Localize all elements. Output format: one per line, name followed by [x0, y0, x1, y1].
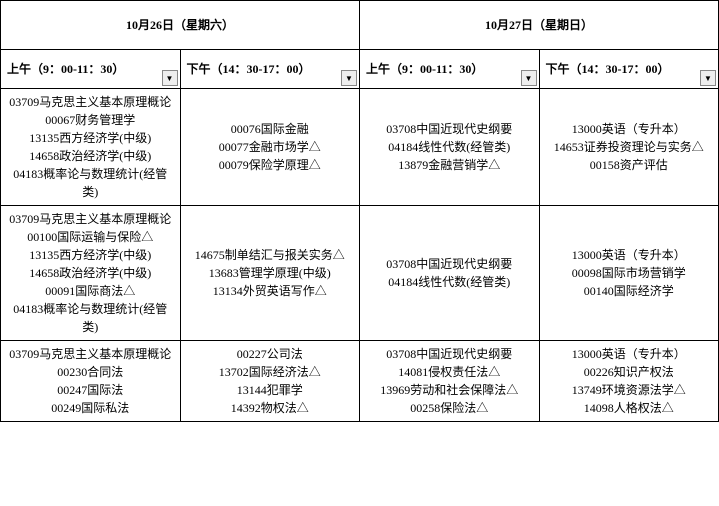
course-line: 00227公司法	[183, 345, 358, 363]
table-row: 03709马克思主义基本原理概论00230合同法00247国际法00249国际私…	[1, 341, 719, 422]
schedule-cell: 13000英语（专升本）00226知识产权法13749环境资源法学△14098人…	[539, 341, 719, 422]
schedule-cell: 03709马克思主义基本原理概论00067财务管理学13135西方经济学(中级)…	[1, 89, 181, 206]
session-sat-am: 上午（9：00-11：30） ▼	[1, 50, 181, 89]
course-line: 00079保险学原理△	[183, 156, 358, 174]
session-sun-am: 上午（9：00-11：30） ▼	[360, 50, 540, 89]
course-line: 00230合同法	[3, 363, 178, 381]
course-line: 04183概率论与数理统计(经管	[3, 300, 178, 318]
day-label: 10月26日（星期六）	[126, 18, 234, 32]
course-line: 13135西方经济学(中级)	[3, 129, 178, 147]
day-label: 10月27日（星期日）	[485, 18, 593, 32]
session-sat-pm: 下午（14：30-17：00） ▼	[180, 50, 360, 89]
course-line: 13683管理学原理(中级)	[183, 264, 358, 282]
course-line: 13000英语（专升本）	[542, 120, 717, 138]
course-line: 13879金融营销学△	[362, 156, 537, 174]
course-line: 00098国际市场营销学	[542, 264, 717, 282]
dropdown-icon[interactable]: ▼	[521, 70, 537, 86]
course-line: 00158资产评估	[542, 156, 717, 174]
course-line: 13000英语（专升本）	[542, 246, 717, 264]
day-header-row: 10月26日（星期六） 10月27日（星期日）	[1, 1, 719, 50]
schedule-cell: 13000英语（专升本）14653证券投资理论与实务△00158资产评估	[539, 89, 719, 206]
dropdown-icon[interactable]: ▼	[341, 70, 357, 86]
table-row: 03709马克思主义基本原理概论00100国际运输与保险△13135西方经济学(…	[1, 206, 719, 341]
session-label: 下午（14：30-17：00）	[546, 62, 670, 76]
course-line: 03708中国近现代史纲要	[362, 255, 537, 273]
course-line: 03709马克思主义基本原理概论	[3, 93, 178, 111]
course-line: 13144犯罪学	[183, 381, 358, 399]
course-line: 类)	[3, 183, 178, 201]
course-line: 13749环境资源法学△	[542, 381, 717, 399]
course-line: 13702国际经济法△	[183, 363, 358, 381]
course-line: 00091国际商法△	[3, 282, 178, 300]
course-line: 13134外贸英语写作△	[183, 282, 358, 300]
course-line: 04183概率论与数理统计(经管	[3, 165, 178, 183]
course-line: 00100国际运输与保险△	[3, 228, 178, 246]
session-sun-pm: 下午（14：30-17：00） ▼	[539, 50, 719, 89]
course-line: 03708中国近现代史纲要	[362, 120, 537, 138]
course-line: 13969劳动和社会保障法△	[362, 381, 537, 399]
course-line: 14658政治经济学(中级)	[3, 147, 178, 165]
course-line: 00067财务管理学	[3, 111, 178, 129]
schedule-cell: 00227公司法13702国际经济法△13144犯罪学14392物权法△	[180, 341, 360, 422]
course-line: 00247国际法	[3, 381, 178, 399]
schedule-table: 10月26日（星期六） 10月27日（星期日） 上午（9：00-11：30） ▼…	[0, 0, 719, 422]
course-line: 00076国际金融	[183, 120, 358, 138]
course-line: 04184线性代数(经管类)	[362, 138, 537, 156]
course-line: 13135西方经济学(中级)	[3, 246, 178, 264]
table-row: 03709马克思主义基本原理概论00067财务管理学13135西方经济学(中级)…	[1, 89, 719, 206]
schedule-cell: 14675制单结汇与报关实务△13683管理学原理(中级)13134外贸英语写作…	[180, 206, 360, 341]
schedule-cell: 03709马克思主义基本原理概论00100国际运输与保险△13135西方经济学(…	[1, 206, 181, 341]
schedule-cell: 13000英语（专升本）00098国际市场营销学00140国际经济学	[539, 206, 719, 341]
schedule-cell: 03708中国近现代史纲要14081侵权责任法△13969劳动和社会保障法△00…	[360, 341, 540, 422]
session-header-row: 上午（9：00-11：30） ▼ 下午（14：30-17：00） ▼ 上午（9：…	[1, 50, 719, 89]
schedule-cell: 03709马克思主义基本原理概论00230合同法00247国际法00249国际私…	[1, 341, 181, 422]
course-line: 13000英语（专升本）	[542, 345, 717, 363]
course-line: 03709马克思主义基本原理概论	[3, 345, 178, 363]
course-line: 00077金融市场学△	[183, 138, 358, 156]
session-label: 下午（14：30-17：00）	[187, 62, 311, 76]
day-header-sun: 10月27日（星期日）	[360, 1, 719, 50]
schedule-cell: 03708中国近现代史纲要04184线性代数(经管类)	[360, 206, 540, 341]
course-line: 14658政治经济学(中级)	[3, 264, 178, 282]
session-label: 上午（9：00-11：30）	[7, 62, 124, 76]
dropdown-icon[interactable]: ▼	[162, 70, 178, 86]
course-line: 14098人格权法△	[542, 399, 717, 417]
course-line: 03709马克思主义基本原理概论	[3, 210, 178, 228]
course-line: 类)	[3, 318, 178, 336]
course-line: 00258保险法△	[362, 399, 537, 417]
course-line: 14392物权法△	[183, 399, 358, 417]
course-line: 03708中国近现代史纲要	[362, 345, 537, 363]
course-line: 14653证券投资理论与实务△	[542, 138, 717, 156]
course-line: 14081侵权责任法△	[362, 363, 537, 381]
course-line: 00140国际经济学	[542, 282, 717, 300]
day-header-sat: 10月26日（星期六）	[1, 1, 360, 50]
course-line: 04184线性代数(经管类)	[362, 273, 537, 291]
course-line: 00226知识产权法	[542, 363, 717, 381]
course-line: 14675制单结汇与报关实务△	[183, 246, 358, 264]
schedule-cell: 03708中国近现代史纲要04184线性代数(经管类)13879金融营销学△	[360, 89, 540, 206]
session-label: 上午（9：00-11：30）	[366, 62, 483, 76]
schedule-cell: 00076国际金融00077金融市场学△00079保险学原理△	[180, 89, 360, 206]
dropdown-icon[interactable]: ▼	[700, 70, 716, 86]
course-line: 00249国际私法	[3, 399, 178, 417]
